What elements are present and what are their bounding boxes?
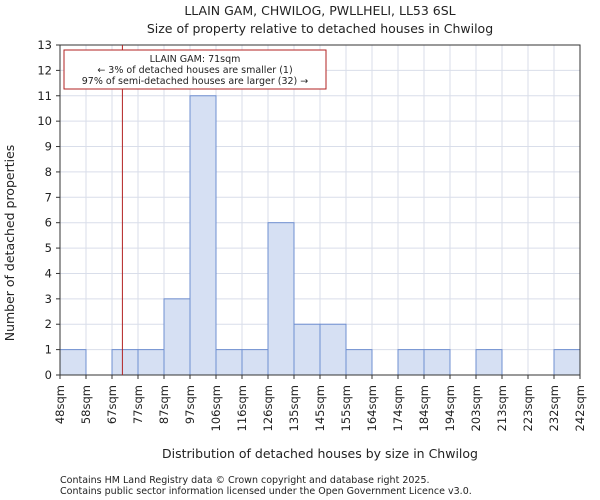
x-tick-label: 194sqm	[443, 385, 457, 431]
x-tick-label: 87sqm	[157, 385, 171, 424]
x-tick-label: 223sqm	[521, 385, 535, 431]
x-tick-label: 58sqm	[79, 385, 93, 424]
bar-232sqm	[553, 349, 581, 376]
x-tick-label: 116sqm	[235, 385, 249, 431]
x-tick-label: 48sqm	[53, 385, 67, 424]
plot-frame	[59, 44, 581, 376]
y-tick-label: 10	[37, 114, 52, 128]
x-tick-label: 164sqm	[365, 385, 379, 431]
bar-97sqm	[189, 95, 217, 376]
y-tick-label: 6	[45, 216, 52, 230]
bar-184sqm	[423, 349, 451, 376]
annotation-line-3: 97% of semi-detached houses are larger (…	[82, 76, 309, 87]
bar-77sqm	[137, 349, 165, 376]
x-tick-label: 135sqm	[287, 385, 301, 431]
y-axis-title: Number of detached properties	[2, 145, 17, 342]
bar-116sqm	[241, 349, 269, 376]
chart-subtitle: Size of property relative to detached ho…	[147, 21, 493, 36]
bar-155sqm	[345, 349, 373, 376]
footer-line-2: Contains public sector information licen…	[60, 486, 472, 497]
y-tick-label: 2	[45, 317, 52, 331]
y-tick-label: 3	[45, 292, 52, 306]
x-tick-label: 67sqm	[105, 385, 119, 424]
bar-203sqm	[475, 349, 503, 376]
x-tick-label: 174sqm	[391, 385, 405, 431]
x-tick-label: 126sqm	[261, 385, 275, 431]
bar-135sqm	[293, 323, 321, 376]
bar-67sqm	[111, 349, 139, 376]
y-tick-label: 0	[45, 368, 52, 382]
bar-126sqm	[267, 222, 295, 376]
x-tick-label: 232sqm	[547, 385, 561, 431]
y-tick-label: 8	[45, 165, 52, 179]
y-tick-label: 4	[45, 266, 52, 280]
y-tick-label: 9	[45, 140, 52, 154]
x-tick-label: 106sqm	[209, 385, 223, 431]
y-tick-label: 7	[45, 190, 52, 204]
y-tick-label: 1	[45, 343, 52, 357]
chart-title: LLAIN GAM, CHWILOG, PWLLHELI, LL53 6SL	[184, 3, 455, 18]
y-tick-label: 5	[45, 241, 52, 255]
x-axis-title: Distribution of detached houses by size …	[162, 446, 478, 461]
x-tick-label: 203sqm	[469, 385, 483, 431]
y-tick-label: 13	[37, 38, 52, 52]
x-tick-label: 184sqm	[417, 385, 431, 431]
y-tick-label: 11	[37, 89, 52, 103]
bar-174sqm	[397, 349, 425, 376]
bar-145sqm	[319, 323, 347, 376]
x-axis: 48sqm 58sqm 67sqm 77sqm 87sqm 97sqm 106sqm 116s…	[53, 375, 587, 431]
annotation-line-1: LLAIN GAM: 71sqm	[150, 54, 241, 65]
annotation-line-2: ← 3% of detached houses are smaller (1)	[97, 65, 292, 76]
bar-48sqm	[59, 349, 87, 376]
x-tick-label: 97sqm	[183, 385, 197, 424]
annotation-box: LLAIN GAM: 71sqm ← 3% of detached houses…	[63, 49, 327, 90]
bar-106sqm	[215, 349, 243, 376]
x-tick-label: 77sqm	[131, 385, 145, 424]
bars	[59, 95, 581, 376]
y-tick-label: 12	[37, 63, 52, 77]
footer-line-1: Contains HM Land Registry data © Crown c…	[60, 475, 430, 486]
x-tick-label: 213sqm	[495, 385, 509, 431]
x-tick-label: 242sqm	[573, 385, 587, 431]
x-tick-label: 145sqm	[313, 385, 327, 431]
x-tick-label: 155sqm	[339, 385, 353, 431]
bar-87sqm	[163, 298, 191, 376]
